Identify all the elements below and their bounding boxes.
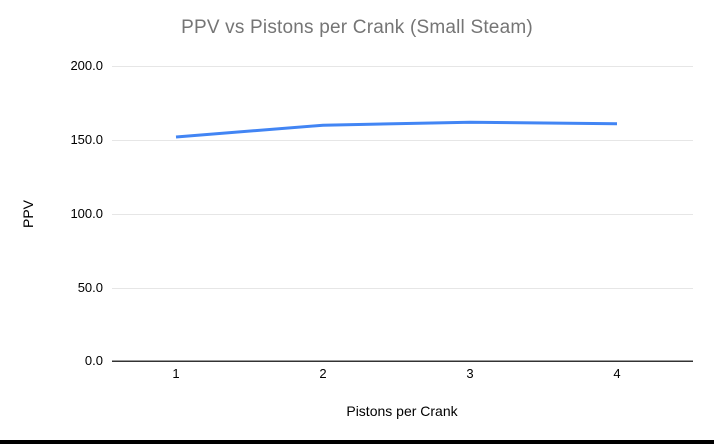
y-tick-label: 100.0 xyxy=(70,206,103,221)
y-axis-title: PPV xyxy=(20,199,36,229)
x-tick-label: 1 xyxy=(172,366,180,381)
plot-area xyxy=(112,66,693,362)
x-tick-label: 3 xyxy=(466,366,474,381)
y-tick-label: 150.0 xyxy=(70,132,103,147)
y-tick-label: 50.0 xyxy=(77,280,103,295)
y-tick-label: 0.0 xyxy=(84,353,103,368)
y-tick-label: 200.0 xyxy=(70,58,103,73)
x-tick-label: 2 xyxy=(319,366,327,381)
chart-title: PPV vs Pistons per Crank (Small Steam) xyxy=(181,17,533,38)
x-axis-title: Pistons per Crank xyxy=(346,403,458,419)
series-line-ppv xyxy=(175,120,618,139)
x-tick-label: 4 xyxy=(613,366,621,381)
